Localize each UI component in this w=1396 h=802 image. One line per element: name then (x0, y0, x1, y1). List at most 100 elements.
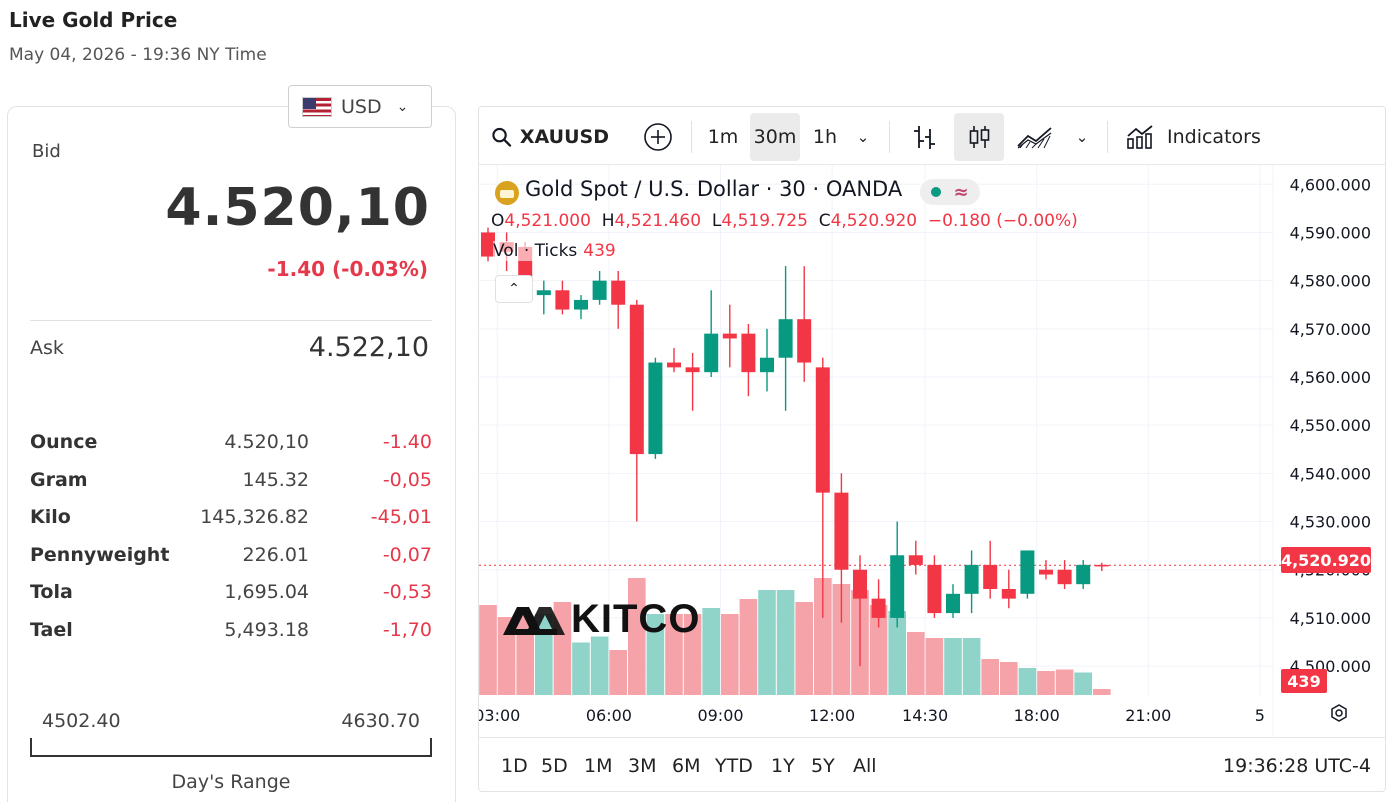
candle-body (853, 569, 867, 599)
volume-label: Vol · Ticks (493, 241, 578, 261)
volume-bar (1093, 689, 1111, 695)
market-open-dot-icon (931, 187, 942, 197)
settings-icon (1331, 704, 1347, 722)
unit-change: -0,05 (382, 469, 432, 491)
range-all[interactable]: All (853, 755, 877, 777)
ohlc-open-label: O (491, 211, 505, 231)
candle-body (927, 564, 942, 614)
range-5y[interactable]: 5Y (811, 755, 835, 777)
volume-bar (1000, 662, 1018, 695)
range-5d[interactable]: 5D (541, 755, 568, 777)
volume-bar (888, 611, 906, 695)
ohlc-bars-icon (914, 126, 935, 149)
candle-body (1057, 569, 1072, 585)
plus-circle-icon (644, 123, 672, 151)
unit-name: Tola (30, 581, 73, 603)
volume-bar (1037, 671, 1055, 695)
volume-bar (516, 615, 534, 695)
volume-bar (702, 608, 720, 695)
volume-value: 439 (583, 241, 616, 261)
chart-clock: 19:36:28 UTC-4 (1223, 755, 1371, 777)
y-tick-label: 4,510.000 (1290, 609, 1371, 628)
indicators-icon (1127, 125, 1153, 149)
candle-body (555, 290, 570, 310)
range-1y[interactable]: 1Y (771, 755, 795, 777)
unit-name: Ounce (30, 431, 98, 453)
ask-value: 4.522,10 (308, 332, 429, 363)
range-1m[interactable]: 1M (584, 755, 613, 777)
unit-price: 145,326.82 (200, 506, 309, 528)
candle-body (685, 367, 700, 373)
volume-legend: Vol · Ticks 439 (493, 241, 616, 261)
candle-body (1020, 550, 1035, 594)
price-card (7, 106, 456, 802)
candle-body (890, 555, 905, 618)
candle-body (667, 362, 681, 368)
candle-body (908, 555, 923, 565)
day-range-label: Day's Range (171, 771, 291, 793)
unit-price: 226.01 (242, 544, 309, 566)
ohlc-low-label: L (711, 211, 722, 231)
compare-symbol-button[interactable] (641, 113, 675, 161)
range-3m[interactable]: 3M (628, 755, 657, 777)
volume-bar (981, 659, 999, 695)
volume-bar (646, 614, 665, 695)
candle-body (760, 357, 774, 373)
bar-chart-type-button[interactable] (903, 113, 945, 161)
unit-change: -1,70 (382, 619, 432, 641)
volume-bar (683, 614, 702, 695)
bid-value: 4.520,10 (165, 178, 430, 238)
candle-body (1094, 564, 1109, 567)
kitco-logo-icon (503, 606, 565, 635)
ohlc-close-label: C (818, 211, 831, 231)
interval-30m[interactable]: 30m (750, 113, 800, 161)
chart-widget: XAUUSD 1m 30m 1h ⌄ ⌄ Indicators 4,600.00… (478, 106, 1386, 792)
range-1d[interactable]: 1D (501, 755, 528, 777)
page-subtitle: May 04, 2026 - 19:36 NY Time (9, 45, 267, 65)
ohlc-low: 4,519.725 (721, 211, 808, 231)
candle-body (629, 304, 644, 455)
chevron-down-icon: ⌄ (396, 98, 409, 115)
volume-bar (1018, 668, 1037, 695)
y-tick-label: 4,560.000 (1290, 368, 1371, 387)
unit-change: -0,07 (382, 544, 432, 566)
volume-bar (628, 578, 646, 695)
interval-dropdown-icon[interactable]: ⌄ (856, 128, 870, 146)
candle-body (871, 598, 886, 618)
volume-bar (776, 590, 795, 695)
area-chart-type-button[interactable] (1013, 113, 1057, 161)
indicators-button[interactable]: Indicators (1125, 113, 1265, 161)
candle-body (1039, 569, 1053, 575)
y-tick-label: 4,600.000 (1290, 175, 1371, 194)
range-ytd[interactable]: YTD (715, 755, 753, 777)
candle-body (648, 362, 663, 455)
watermark-text: KITCO (571, 597, 701, 641)
volume-bar (1055, 669, 1074, 695)
unit-row: Tola 1,695.04 -0,53 (30, 581, 432, 607)
collapse-legend-button[interactable]: ⌃ (495, 275, 533, 303)
ohlc-change: −0.180 (−0.00%) (927, 211, 1078, 231)
chart-type-dropdown-icon[interactable]: ⌄ (1075, 128, 1089, 146)
symbol-search-button[interactable]: XAUUSD (491, 113, 609, 161)
search-icon (492, 127, 512, 147)
range-6m[interactable]: 6M (672, 755, 701, 777)
price-chart[interactable]: 4,600.000 4,590.000 4,580.000 4,570.000 4,56… (479, 165, 1386, 737)
unit-row: Gram 145.32 -0,05 (30, 469, 432, 495)
range-selector: 1D 5D 1M 3M 6M YTD 1Y 5Y All 19:36:28 UT… (479, 737, 1385, 791)
candles-chart-type-button[interactable] (954, 113, 1004, 161)
day-range-high: 4630.70 (341, 710, 420, 732)
candle-body (1001, 589, 1016, 599)
volume-bar (572, 642, 590, 695)
candle-body (592, 280, 607, 300)
gold-symbol-icon (495, 181, 519, 205)
market-status-pill: ≈ (920, 179, 980, 205)
unit-change: -45,01 (370, 506, 432, 528)
volume-bar (962, 638, 981, 695)
currency-select[interactable]: USD ⌄ (288, 85, 432, 128)
unit-row: Ounce 4.520,10 -1.40 (30, 431, 432, 457)
interval-1m[interactable]: 1m (707, 126, 739, 148)
unit-price: 145.32 (242, 469, 309, 491)
divider (30, 320, 432, 321)
unit-name: Gram (30, 469, 88, 491)
interval-1h[interactable]: 1h (812, 126, 838, 148)
